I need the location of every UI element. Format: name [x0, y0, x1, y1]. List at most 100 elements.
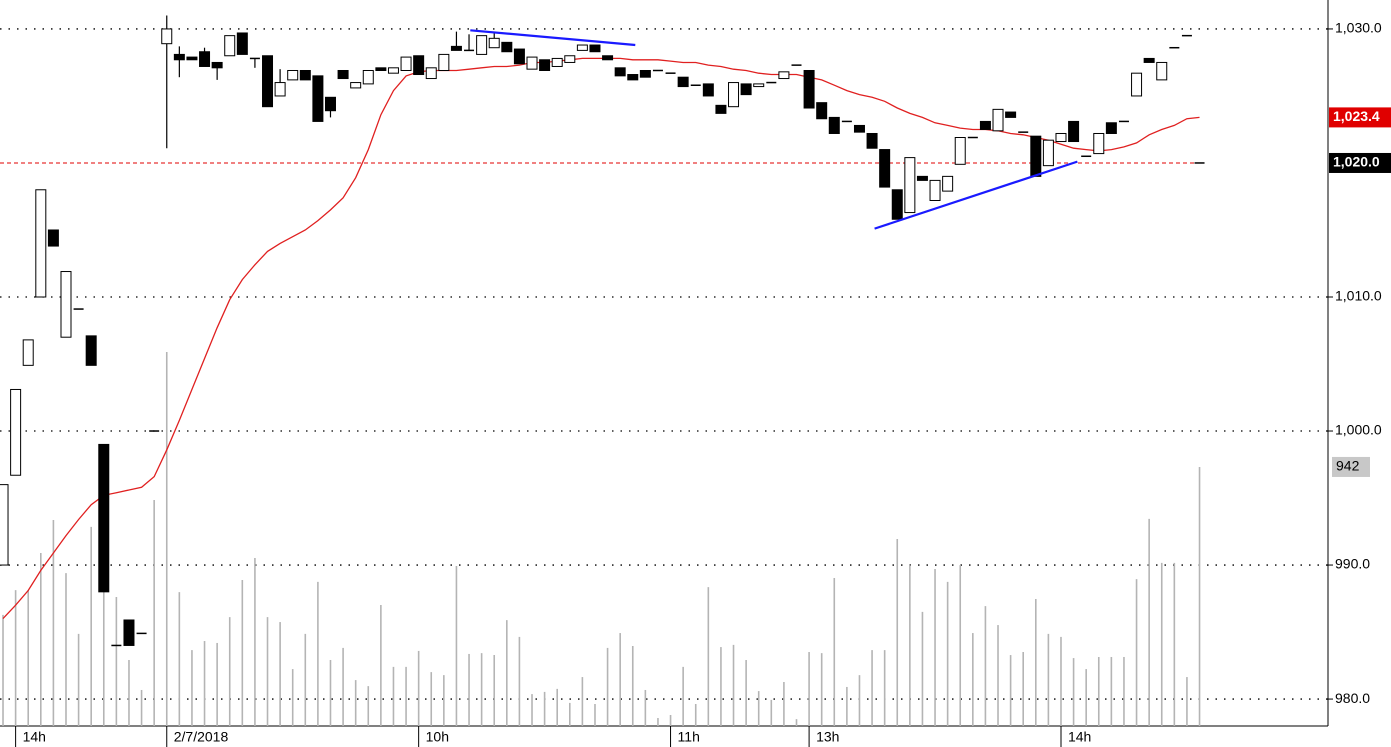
candle-body — [450, 45, 462, 51]
candle-body — [274, 82, 286, 97]
candle-body — [1156, 61, 1168, 81]
candle-body — [879, 149, 891, 188]
x-tick-label: 13h — [816, 729, 839, 745]
candle-body — [942, 175, 954, 192]
candle-body — [904, 157, 916, 214]
candle-body — [337, 69, 349, 80]
candle-body — [564, 55, 576, 63]
candle-body — [929, 179, 941, 201]
candle-body — [312, 75, 324, 122]
price-label-group: 1,023.4 1,020.0 — [1329, 107, 1391, 173]
candle-body — [551, 57, 563, 67]
candle-body — [916, 175, 928, 181]
candle-body — [1005, 111, 1017, 118]
candle-body — [22, 339, 34, 366]
candle-body — [992, 108, 1004, 132]
candle-body — [287, 69, 299, 81]
candle-body — [513, 48, 525, 65]
candle-body — [262, 55, 274, 108]
y-tick-label: 1,000.0 — [1335, 422, 1382, 438]
candle-body — [1093, 132, 1105, 155]
candle-body — [1143, 57, 1155, 63]
candle-body — [1105, 122, 1117, 134]
candle-body — [602, 55, 614, 61]
x-tick-label: 10h — [426, 729, 449, 745]
candle-body — [35, 189, 47, 298]
candle-body — [740, 83, 752, 96]
candle-body — [161, 28, 173, 45]
candle-body — [123, 619, 135, 646]
candle-body — [589, 44, 601, 53]
candle-body — [324, 96, 336, 112]
y-tick-label: 980.0 — [1335, 690, 1370, 706]
candle-body — [1055, 132, 1067, 143]
candle-body — [413, 55, 425, 76]
candle-body — [803, 69, 815, 109]
candle-body — [639, 69, 651, 78]
candle-body — [236, 32, 248, 55]
y-tick-label: 1,030.0 — [1335, 20, 1382, 36]
candle-body — [614, 67, 626, 77]
candle-body — [866, 132, 878, 149]
candle-body — [954, 137, 966, 165]
candle-body — [362, 69, 374, 85]
candle-body — [186, 56, 198, 61]
volume-label-box — [1332, 456, 1370, 477]
candle-body — [1030, 135, 1042, 177]
candle-body — [199, 51, 211, 67]
y-tick-label: 1,010.0 — [1335, 288, 1382, 304]
candle-body — [211, 61, 223, 69]
candle-body — [778, 71, 790, 80]
price-label-box — [1329, 107, 1391, 128]
candle-body — [576, 44, 588, 51]
x-tick-label: 2/7/2018 — [174, 729, 229, 745]
price-label: 1,023.4 — [1333, 108, 1380, 124]
candle-body — [816, 102, 828, 120]
candle-body — [1131, 72, 1143, 97]
y-tick-label: 990.0 — [1335, 556, 1370, 572]
candle-body — [350, 82, 362, 89]
candle-body — [0, 484, 9, 566]
candle-body — [438, 53, 450, 71]
candle-body — [10, 388, 22, 476]
candle-body — [526, 56, 538, 70]
candle-body — [828, 116, 840, 134]
candle-body — [60, 271, 72, 338]
candle-body — [979, 120, 991, 130]
x-tick-label: 14h — [1068, 729, 1091, 745]
candle-body — [476, 35, 488, 55]
trend-line — [874, 160, 1078, 230]
candle-body — [224, 35, 236, 57]
candle-body — [173, 53, 185, 61]
candle-body — [299, 69, 311, 81]
candle-body — [375, 67, 387, 71]
candle-body — [387, 67, 399, 74]
x-tick-label: 14h — [23, 729, 46, 745]
volume-label: 942 — [1336, 458, 1360, 474]
candle-body — [539, 59, 551, 71]
candle-body — [488, 37, 500, 49]
candle-body — [98, 443, 110, 593]
price-label-box — [1329, 152, 1391, 173]
x-tick-label: 11h — [678, 729, 700, 745]
candle-body — [677, 76, 689, 88]
candle-body — [400, 56, 412, 71]
candle-body — [1042, 139, 1054, 167]
trend-line — [470, 29, 636, 47]
candle-body — [715, 104, 727, 114]
candle-body — [891, 189, 903, 220]
candle-body — [728, 82, 740, 108]
candle-body — [853, 124, 865, 133]
candle-body — [425, 67, 437, 80]
candle-body — [1068, 120, 1080, 143]
candle-body — [627, 74, 639, 81]
candle-body — [85, 335, 97, 366]
candle-body — [47, 229, 59, 247]
candle-body — [753, 83, 765, 88]
price-label: 1,020.0 — [1333, 154, 1380, 170]
candle-body — [501, 41, 513, 53]
candle-body — [702, 83, 714, 97]
